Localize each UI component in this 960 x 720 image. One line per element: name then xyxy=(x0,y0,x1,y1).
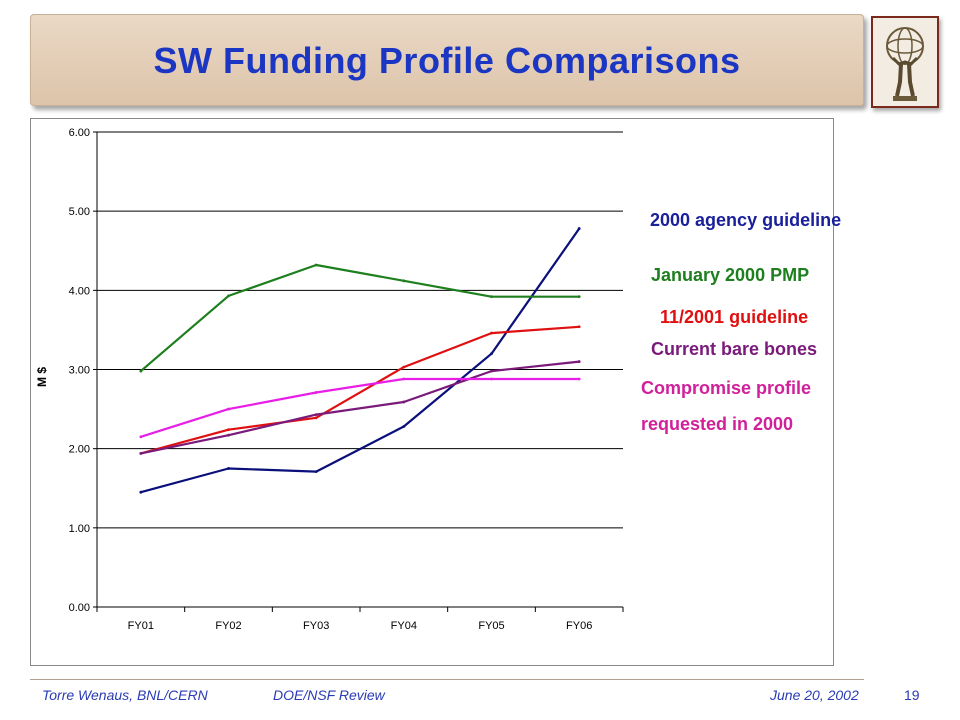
data-point xyxy=(402,377,406,381)
data-point xyxy=(227,294,230,298)
slide-title: SW Funding Profile Comparisons xyxy=(153,40,741,81)
legend-january-2000-pmp: January 2000 PMP xyxy=(651,265,810,285)
y-tick-label: 5.00 xyxy=(69,206,90,218)
legend-2001-guideline: 11/2001 guideline xyxy=(660,307,809,327)
data-point xyxy=(227,407,230,411)
legend-compromise-profile: Compromise profile xyxy=(641,378,812,398)
y-tick-label: 3.00 xyxy=(69,365,90,377)
data-point xyxy=(227,467,230,470)
data-point xyxy=(139,490,143,494)
data-point xyxy=(402,279,406,283)
y-axis-label: M $ xyxy=(35,367,49,387)
series-line-0 xyxy=(140,227,581,494)
x-tick-label: FY05 xyxy=(478,620,504,632)
y-tick-label: 2.00 xyxy=(69,444,90,456)
data-point xyxy=(314,470,318,474)
data-point xyxy=(402,365,406,369)
series-line-1 xyxy=(140,263,580,372)
data-point xyxy=(139,452,143,455)
data-point xyxy=(577,377,581,381)
data-point xyxy=(490,331,493,335)
data-point xyxy=(577,227,581,230)
logo-graphic xyxy=(886,27,924,101)
x-tick-label: FY02 xyxy=(215,620,241,632)
y-tick-label: 4.00 xyxy=(69,285,90,297)
series-line-4 xyxy=(140,377,580,438)
data-point xyxy=(490,369,493,373)
footer-event: DOE/NSF Review xyxy=(273,687,385,703)
data-point xyxy=(139,435,143,439)
footer-author: Torre Wenaus, BNL/CERN xyxy=(42,687,208,703)
y-tick-label: 6.00 xyxy=(69,127,90,139)
legend-requested-in-2000: requested in 2000 xyxy=(641,414,794,434)
atlas-statue-icon xyxy=(871,16,939,108)
data-point xyxy=(314,391,318,394)
data-point xyxy=(490,352,493,356)
data-point xyxy=(490,295,493,299)
x-tick-label: FY03 xyxy=(303,620,329,632)
data-point xyxy=(577,295,581,299)
data-point xyxy=(227,433,230,437)
footer-divider xyxy=(30,679,864,680)
page-number: 19 xyxy=(904,687,920,703)
line-chart: 0.00 1.00 2.00 3.00 4.00 5.00 6.00 FY01 FY02 FY03… xyxy=(35,127,624,632)
data-point xyxy=(314,263,318,267)
data-point xyxy=(402,400,406,404)
data-point xyxy=(402,425,406,428)
legend-current-bare-bones: Current bare bones xyxy=(651,339,818,359)
data-point xyxy=(577,325,581,329)
data-point xyxy=(314,416,318,420)
title-banner: SW Funding Profile Comparisons xyxy=(30,14,864,106)
data-point xyxy=(577,360,581,363)
series-line-3 xyxy=(140,360,580,455)
data-point xyxy=(139,369,143,373)
data-point xyxy=(490,377,493,381)
x-tick-label: FY06 xyxy=(566,620,592,632)
data-point xyxy=(314,413,318,417)
series-line-2 xyxy=(140,325,580,455)
y-tick-label: 1.00 xyxy=(69,523,90,535)
footer-date: June 20, 2002 xyxy=(770,687,859,703)
x-tick-label: FY01 xyxy=(128,620,154,632)
x-tick-label: FY04 xyxy=(391,620,417,632)
chart-frame: 0.00 1.00 2.00 3.00 4.00 5.00 6.00 FY01 FY02 FY03… xyxy=(30,118,834,666)
data-point xyxy=(227,428,230,432)
legend-agency-guideline: 2000 agency guideline xyxy=(650,210,842,230)
y-tick-label: 0.00 xyxy=(69,602,90,614)
